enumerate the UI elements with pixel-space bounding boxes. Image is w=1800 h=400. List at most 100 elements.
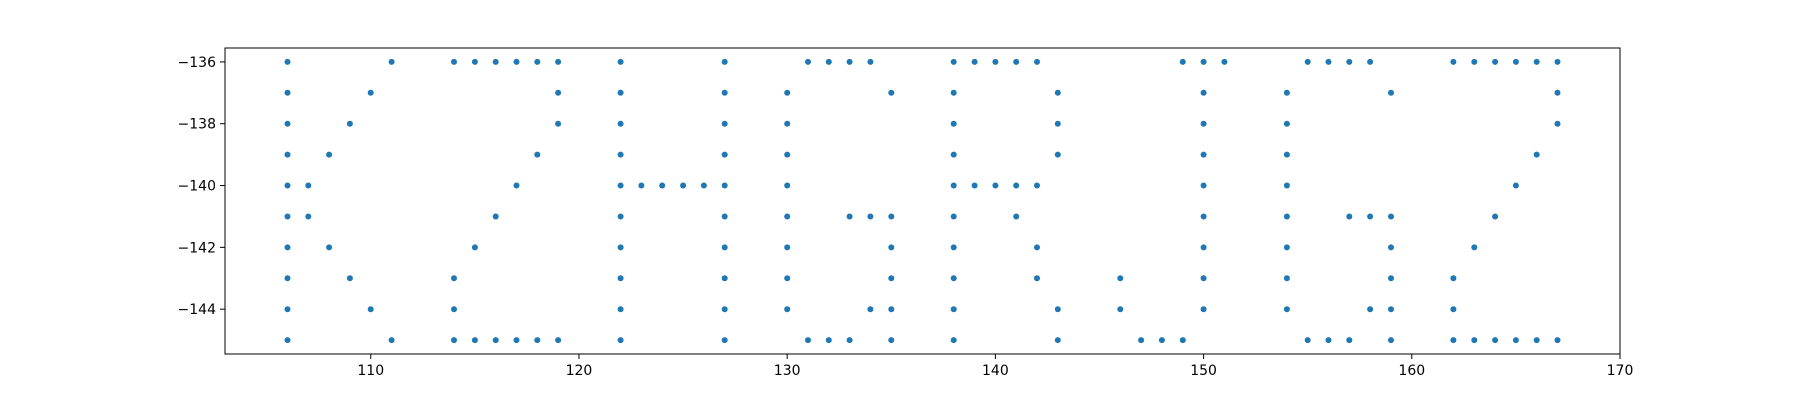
data-point bbox=[888, 275, 895, 282]
data-point bbox=[1346, 58, 1353, 65]
data-point bbox=[992, 182, 999, 189]
data-point bbox=[721, 306, 728, 313]
data-point bbox=[1388, 244, 1394, 251]
data-point bbox=[555, 337, 562, 344]
data-point bbox=[534, 151, 541, 158]
data-point bbox=[1117, 306, 1124, 313]
data-point bbox=[680, 182, 687, 189]
data-point bbox=[1283, 306, 1290, 313]
data-point bbox=[1013, 182, 1020, 189]
data-point bbox=[1533, 58, 1540, 65]
x-tick-label: 110 bbox=[357, 363, 384, 379]
data-point bbox=[1013, 58, 1020, 65]
data-point bbox=[700, 182, 707, 189]
data-point bbox=[471, 58, 478, 65]
data-point bbox=[784, 244, 791, 251]
data-point bbox=[721, 89, 728, 96]
data-point bbox=[1325, 337, 1332, 344]
data-point bbox=[471, 337, 478, 344]
x-axis: 110 120 130 140 150 160 170 bbox=[357, 354, 1633, 379]
data-point bbox=[1512, 182, 1519, 189]
data-point bbox=[784, 182, 791, 189]
data-point bbox=[721, 182, 728, 189]
data-point bbox=[1367, 306, 1374, 313]
data-point bbox=[950, 275, 957, 282]
data-point bbox=[1450, 337, 1457, 344]
data-point bbox=[805, 58, 811, 65]
data-point bbox=[1054, 151, 1061, 158]
data-point bbox=[784, 89, 791, 96]
y-tick-label: −138 bbox=[178, 117, 216, 133]
data-point bbox=[1013, 213, 1020, 220]
data-point bbox=[1034, 58, 1040, 65]
data-point bbox=[617, 89, 624, 96]
data-point bbox=[825, 58, 832, 65]
data-point bbox=[1200, 89, 1207, 96]
data-point bbox=[1283, 275, 1290, 282]
data-point bbox=[617, 275, 624, 282]
x-tick-label: 120 bbox=[566, 363, 593, 379]
data-point bbox=[1450, 306, 1457, 313]
data-point bbox=[305, 182, 312, 189]
data-point bbox=[950, 306, 957, 313]
data-point bbox=[1138, 337, 1145, 344]
data-point bbox=[950, 182, 957, 189]
data-point bbox=[888, 89, 895, 96]
data-point bbox=[1471, 337, 1478, 344]
data-point bbox=[1054, 306, 1061, 313]
data-point bbox=[784, 275, 791, 282]
data-point bbox=[1179, 337, 1186, 344]
data-point bbox=[1283, 182, 1290, 189]
data-point bbox=[846, 58, 853, 65]
data-point bbox=[638, 182, 645, 189]
data-point bbox=[451, 275, 457, 282]
data-point bbox=[1450, 275, 1457, 282]
data-point bbox=[1533, 151, 1540, 158]
data-point bbox=[284, 337, 291, 344]
data-point bbox=[1200, 58, 1207, 65]
data-point bbox=[1158, 337, 1165, 344]
data-point bbox=[950, 337, 957, 344]
data-point bbox=[492, 58, 499, 65]
data-point bbox=[1512, 58, 1519, 65]
data-point bbox=[471, 244, 478, 251]
data-point bbox=[867, 213, 874, 220]
data-point bbox=[1179, 58, 1186, 65]
data-point bbox=[1367, 58, 1374, 65]
data-point bbox=[1283, 244, 1290, 251]
data-point bbox=[284, 306, 291, 313]
x-tick-label: 170 bbox=[1607, 363, 1634, 379]
data-point bbox=[284, 89, 291, 96]
data-point bbox=[367, 89, 374, 96]
data-point bbox=[1325, 58, 1332, 65]
y-tick-label: −142 bbox=[178, 240, 216, 256]
data-point bbox=[888, 306, 895, 313]
data-point bbox=[721, 151, 728, 158]
data-point bbox=[617, 120, 624, 127]
data-point bbox=[1492, 58, 1499, 65]
data-point bbox=[492, 337, 499, 344]
data-point bbox=[1034, 182, 1040, 189]
data-point bbox=[617, 337, 624, 344]
data-point bbox=[888, 213, 895, 220]
data-point bbox=[1054, 337, 1061, 344]
y-tick-label: −144 bbox=[178, 302, 217, 318]
data-point bbox=[555, 120, 562, 127]
data-point bbox=[1200, 306, 1207, 313]
y-axis: −136 −138 −140 −142 −144 bbox=[178, 55, 225, 318]
plot-frame bbox=[224, 47, 1621, 355]
data-point bbox=[784, 213, 791, 220]
data-point bbox=[784, 120, 791, 127]
data-point bbox=[992, 58, 999, 65]
data-point bbox=[950, 213, 957, 220]
data-point bbox=[1346, 337, 1353, 344]
data-point bbox=[659, 182, 666, 189]
x-tick-label: 140 bbox=[982, 363, 1009, 379]
data-point bbox=[721, 213, 728, 220]
data-point bbox=[1283, 151, 1290, 158]
data-point bbox=[1512, 337, 1519, 344]
data-point bbox=[284, 182, 291, 189]
data-point bbox=[825, 337, 832, 344]
data-point bbox=[867, 58, 874, 65]
